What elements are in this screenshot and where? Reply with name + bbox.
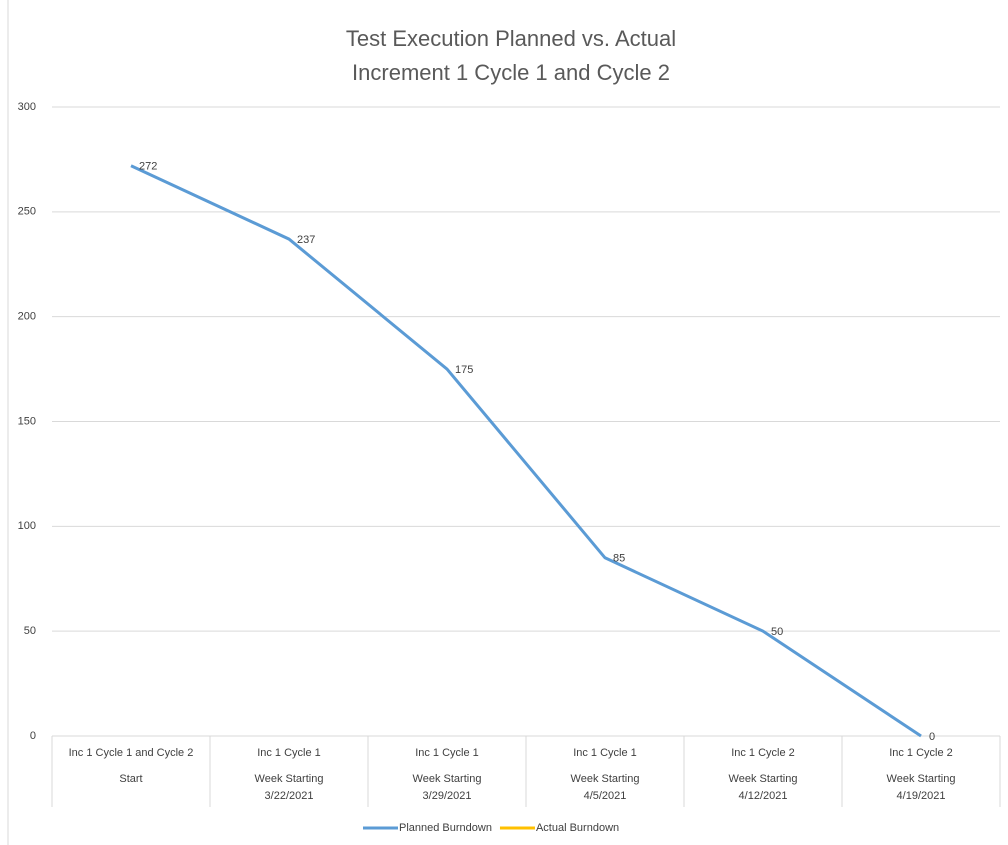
data-label: 85	[613, 553, 625, 565]
y-tick-label: 200	[18, 311, 36, 323]
y-tick-label: 100	[18, 520, 36, 532]
y-tick-label: 150	[18, 415, 36, 427]
x-tick-label: Inc 1 Cycle 1	[573, 747, 637, 759]
data-label: 272	[139, 161, 157, 173]
legend-label: Actual Burndown	[536, 822, 619, 834]
x-tick-label: Inc 1 Cycle 2	[889, 747, 953, 759]
x-tick-label: Inc 1 Cycle 1	[257, 747, 321, 759]
x-tick-label: Start	[119, 773, 143, 785]
x-tick-label: Inc 1 Cycle 2	[731, 747, 795, 759]
chart-title: Test Execution Planned vs. Actual	[346, 26, 676, 51]
x-tick-label: Week Starting 4/5/2021	[570, 773, 640, 802]
series-line	[130, 164, 922, 738]
x-tick-label: Inc 1 Cycle 1	[415, 747, 479, 759]
y-tick-label: 250	[18, 206, 36, 218]
x-tick-label: Week Starting 3/22/2021	[254, 773, 324, 802]
legend-label: Planned Burndown	[399, 822, 492, 834]
x-tick-label: Week Starting 3/29/2021	[412, 773, 482, 802]
x-tick-label: Inc 1 Cycle 1 and Cycle 2	[68, 747, 194, 759]
y-tick-label: 50	[24, 625, 36, 637]
data-label: 50	[771, 626, 783, 638]
chart-title: Increment 1 Cycle 1 and Cycle 2	[352, 60, 670, 85]
y-tick-label: 300	[18, 101, 36, 113]
y-tick-label: 0	[30, 730, 36, 742]
data-label: 0	[929, 731, 935, 743]
data-label: 237	[297, 234, 315, 246]
data-label: 175	[455, 364, 473, 376]
x-tick-label: Week Starting 4/12/2021	[728, 773, 798, 802]
x-tick-label: Week Starting 4/19/2021	[886, 773, 956, 802]
